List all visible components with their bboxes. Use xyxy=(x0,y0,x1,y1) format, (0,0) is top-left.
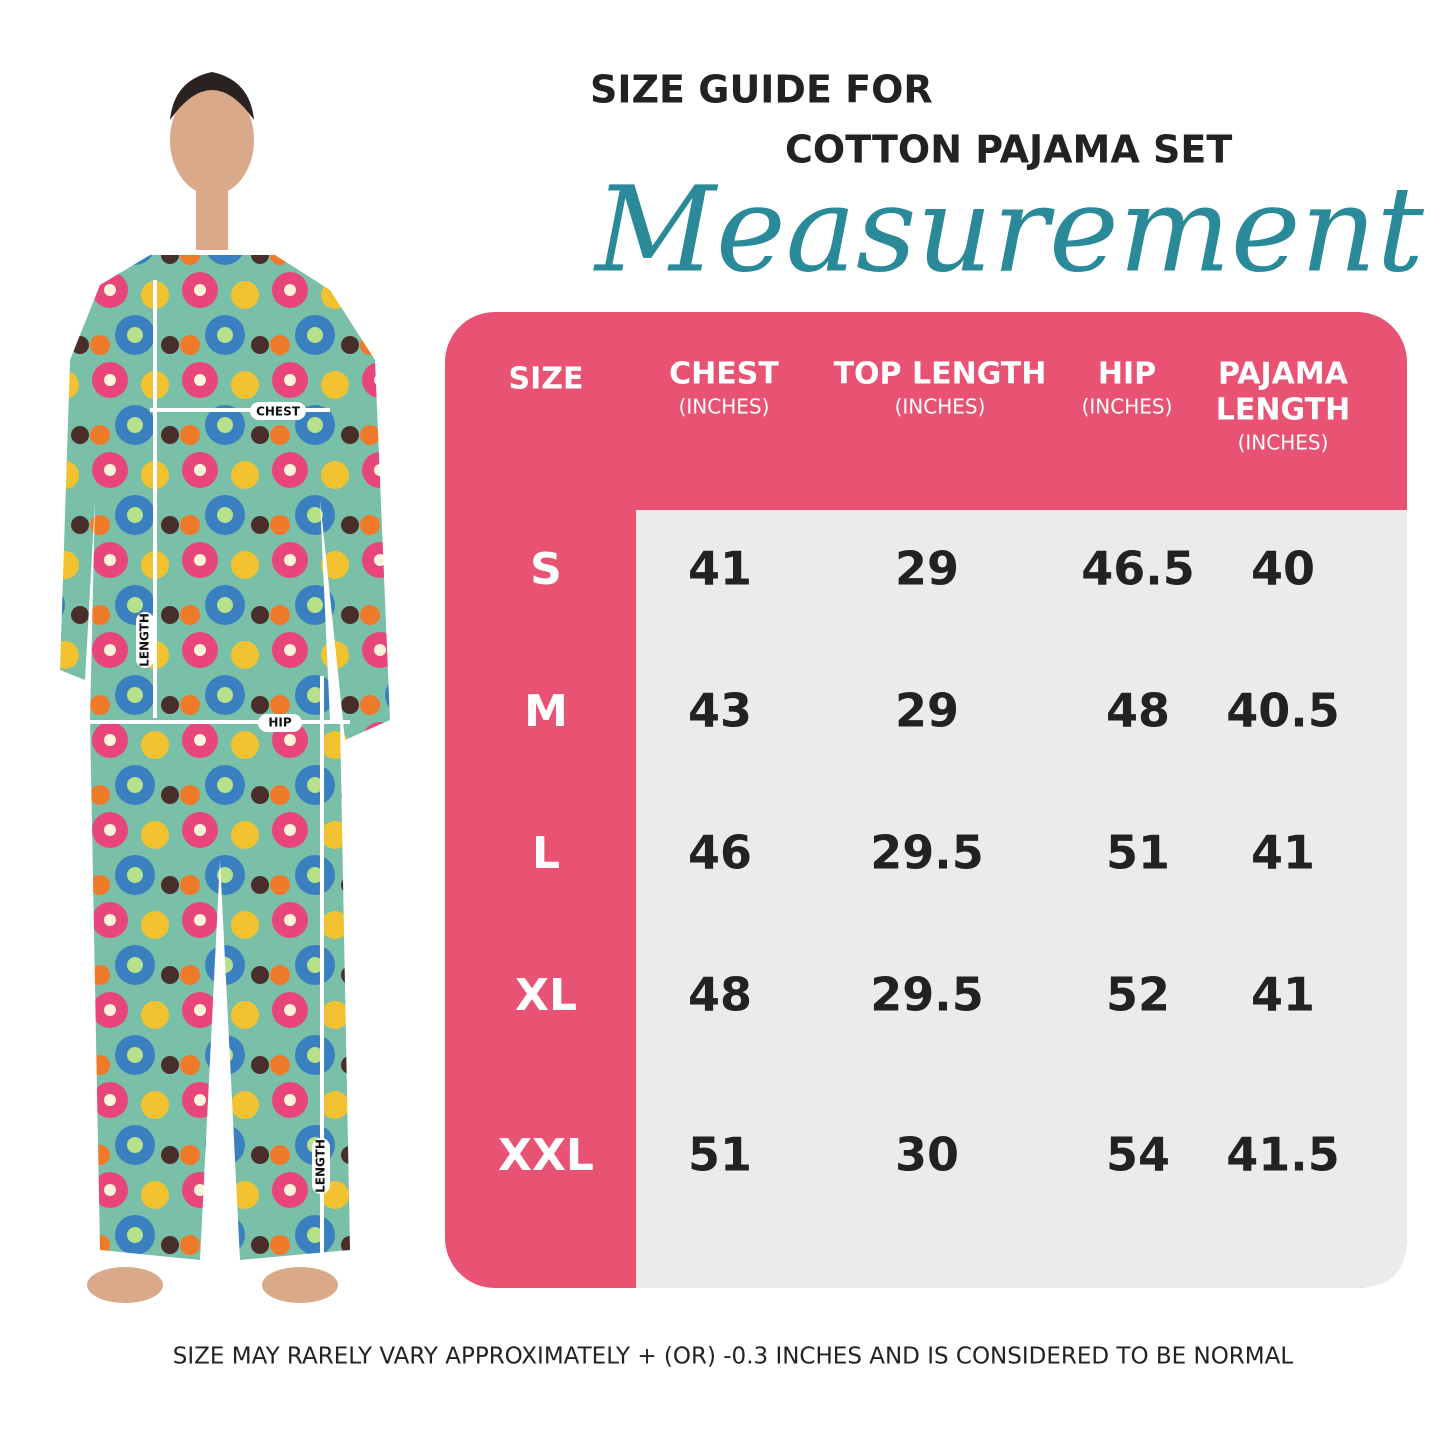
column-header: PAJAMA xyxy=(1218,357,1349,392)
value-cell: 46 xyxy=(688,826,752,880)
value-cell: 41 xyxy=(1251,826,1315,880)
model-figure: CHEST LENGTH HIP LENGTH xyxy=(60,72,390,1303)
value-cell: 29 xyxy=(895,684,959,738)
value-cell: 41.5 xyxy=(1226,1128,1340,1182)
size-cell: S xyxy=(530,544,562,595)
column-header: TOP LENGTH xyxy=(834,357,1047,392)
value-cell: 43 xyxy=(688,684,752,738)
value-cell: 46.5 xyxy=(1081,542,1195,596)
value-cell: 40.5 xyxy=(1226,684,1340,738)
value-cell: 48 xyxy=(688,968,752,1022)
script-title: Measurement xyxy=(593,161,1425,299)
title-line2: COTTON PAJAMA SET xyxy=(785,128,1232,172)
pajama-length-label: LENGTH xyxy=(314,1139,328,1193)
value-cell: 29.5 xyxy=(870,968,984,1022)
column-unit: (INCHES) xyxy=(1238,431,1329,455)
value-cell: 54 xyxy=(1106,1128,1170,1182)
column-header: SIZE xyxy=(508,362,583,397)
footnote: SIZE MAY RARELY VARY APPROXIMATELY + (OR… xyxy=(173,1344,1294,1370)
size-cell: XXL xyxy=(498,1130,594,1181)
table-body xyxy=(636,510,1407,1288)
value-cell: 40 xyxy=(1251,542,1315,596)
value-cell: 30 xyxy=(895,1128,959,1182)
size-cell: XL xyxy=(515,970,577,1021)
value-cell: 51 xyxy=(1106,826,1170,880)
value-cell: 48 xyxy=(1106,684,1170,738)
value-cell: 52 xyxy=(1106,968,1170,1022)
size-table: SIZE CHEST (INCHES) TOP LENGTH (INCHES) HIP (I… xyxy=(498,357,1350,1182)
column-header: HIP xyxy=(1098,357,1156,392)
size-cell: L xyxy=(532,828,560,879)
hip-label: HIP xyxy=(268,716,292,730)
value-cell: 41 xyxy=(1251,968,1315,1022)
value-cell: 29.5 xyxy=(870,826,984,880)
column-unit: (INCHES) xyxy=(679,395,770,419)
column-header: LENGTH xyxy=(1216,393,1350,428)
top-length-label: LENGTH xyxy=(138,613,152,667)
column-header: CHEST xyxy=(669,357,779,392)
column-unit: (INCHES) xyxy=(895,395,986,419)
value-cell: 51 xyxy=(688,1128,752,1182)
column-unit: (INCHES) xyxy=(1082,395,1173,419)
chest-label: CHEST xyxy=(256,405,301,419)
value-cell: 29 xyxy=(895,542,959,596)
size-cell: M xyxy=(524,686,568,737)
value-cell: 41 xyxy=(688,542,752,596)
title-line1: SIZE GUIDE FOR xyxy=(590,68,933,112)
